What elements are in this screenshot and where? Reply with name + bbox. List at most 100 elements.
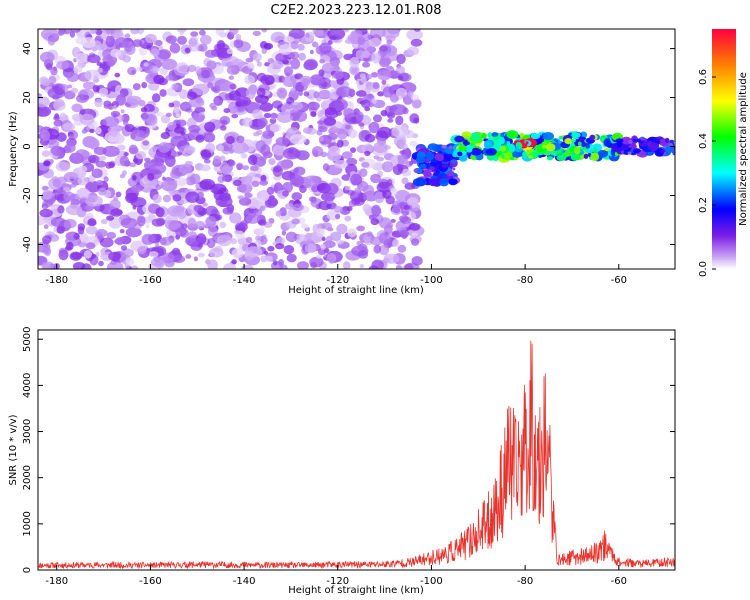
heatmap-cell bbox=[303, 175, 320, 187]
heatmap-cell bbox=[160, 114, 171, 124]
heatmap-cell bbox=[429, 166, 435, 171]
heatmap-cell bbox=[371, 204, 381, 217]
heatmap-cell bbox=[272, 165, 283, 177]
heatmap-cell bbox=[597, 150, 609, 158]
heatmap-cell bbox=[590, 152, 600, 162]
heatmap-cell bbox=[175, 226, 187, 237]
heatmap-cell bbox=[162, 194, 172, 203]
heatmap-cell bbox=[47, 87, 66, 99]
heatmap-cell bbox=[256, 129, 263, 135]
heatmap-cell bbox=[177, 151, 183, 156]
heatmap-cell bbox=[510, 157, 514, 161]
heatmap-cell bbox=[229, 212, 242, 224]
heatmap-cell bbox=[102, 145, 120, 157]
heatmap-cell bbox=[64, 142, 76, 153]
heatmap-cell bbox=[347, 228, 357, 238]
heatmap-cell bbox=[384, 231, 389, 236]
heatmap-cell bbox=[279, 207, 287, 217]
heatmap-cell bbox=[669, 139, 675, 144]
heatmap-cell bbox=[110, 48, 122, 58]
heatmap-cell bbox=[187, 217, 197, 229]
heatmap-cell bbox=[189, 131, 197, 140]
heatmap-cell bbox=[571, 139, 576, 143]
heatmap-cell bbox=[321, 222, 333, 230]
heatmap-cell bbox=[123, 152, 129, 157]
heatmap-cell bbox=[167, 121, 177, 131]
heatmap-cell bbox=[140, 112, 149, 120]
heatmap-cell bbox=[263, 250, 268, 255]
heatmap-cell bbox=[254, 94, 269, 104]
heatmap-cell bbox=[174, 126, 185, 134]
heatmap-cell bbox=[358, 249, 369, 259]
heatmap-cell bbox=[244, 175, 254, 186]
heatmap-cell bbox=[411, 238, 420, 246]
heatmap-cell bbox=[345, 124, 351, 130]
heatmap-cell bbox=[397, 244, 407, 253]
heatmap-cell bbox=[411, 94, 420, 101]
heatmap-cell bbox=[263, 42, 274, 50]
heatmap-cell bbox=[282, 147, 301, 160]
heatmap-cell bbox=[337, 128, 348, 140]
heatmap-cell bbox=[100, 218, 108, 225]
heatmap-cell bbox=[206, 60, 217, 70]
heatmap-cell bbox=[156, 112, 164, 117]
heatmap-cell bbox=[627, 151, 632, 155]
heatmap-cell bbox=[307, 243, 317, 253]
heatmap-cell bbox=[127, 66, 137, 76]
heatmap-cell bbox=[114, 72, 121, 78]
heatmap-cell bbox=[395, 115, 404, 126]
heatmap-cell bbox=[394, 190, 411, 202]
heatmap-cell bbox=[120, 245, 128, 251]
heatmap-cell bbox=[43, 160, 51, 167]
heatmap-cell bbox=[204, 121, 216, 133]
heatmap-cell bbox=[458, 145, 467, 152]
heatmap-cell bbox=[152, 67, 161, 72]
heatmap-cell bbox=[55, 161, 71, 172]
heatmap-cell bbox=[209, 102, 217, 109]
heatmap-cell bbox=[556, 149, 563, 155]
heatmap-cell bbox=[199, 29, 206, 36]
heatmap-cell bbox=[38, 96, 50, 108]
heatmap-cell bbox=[269, 123, 282, 133]
heatmap-cell bbox=[97, 67, 104, 73]
heatmap-cell bbox=[506, 130, 519, 139]
y-tick-label: 2000 bbox=[22, 465, 33, 490]
heatmap-cell bbox=[126, 95, 142, 106]
heatmap-cell bbox=[83, 250, 92, 259]
heatmap-region-3 bbox=[513, 138, 537, 151]
heatmap-cell bbox=[129, 162, 136, 168]
heatmap-cell bbox=[364, 86, 372, 94]
heatmap-cell bbox=[364, 133, 376, 143]
heatmap-cell bbox=[90, 29, 98, 35]
heatmap-cell bbox=[310, 49, 314, 55]
snr-x-axis-label: Height of straight line (km) bbox=[288, 585, 424, 596]
heatmap-cell bbox=[231, 248, 244, 259]
heatmap-cell bbox=[273, 260, 278, 266]
heatmap-cell bbox=[313, 91, 320, 99]
heatmap-cell bbox=[205, 216, 217, 228]
heatmap-cell bbox=[601, 137, 604, 141]
heatmap-cell bbox=[103, 176, 109, 183]
heatmap-cell bbox=[382, 86, 394, 98]
heatmap-cell bbox=[412, 177, 427, 187]
heatmap-cell bbox=[370, 173, 381, 184]
x-tick-label: -100 bbox=[420, 275, 443, 286]
heatmap-cell bbox=[564, 150, 572, 157]
heatmap-cell bbox=[380, 58, 392, 66]
heatmap-cell bbox=[148, 82, 160, 91]
heatmap-frame bbox=[37, 28, 676, 270]
heatmap-cell bbox=[154, 151, 169, 163]
heatmap-cell bbox=[374, 191, 385, 204]
y-tick-label: 20 bbox=[22, 91, 33, 104]
heatmap-cell bbox=[359, 264, 364, 269]
heatmap-cell bbox=[85, 226, 98, 235]
heatmap-cell bbox=[417, 168, 423, 174]
heatmap-cell bbox=[454, 135, 465, 143]
heatmap-cell bbox=[457, 151, 463, 157]
heatmap-cell bbox=[153, 74, 165, 85]
heatmap-cell bbox=[117, 93, 125, 100]
snr-series-line bbox=[38, 340, 675, 570]
heatmap-cell bbox=[299, 234, 305, 241]
heatmap-cell bbox=[275, 243, 285, 250]
heatmap-cell bbox=[392, 239, 400, 247]
